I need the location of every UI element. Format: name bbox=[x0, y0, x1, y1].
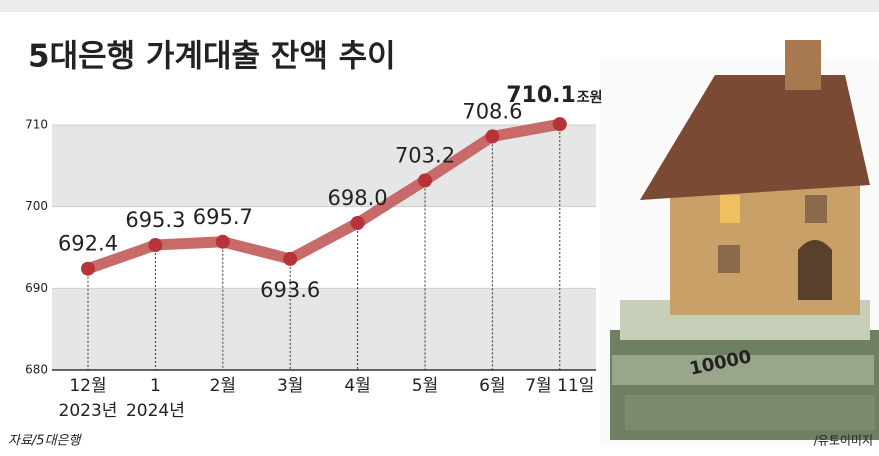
data-point bbox=[81, 262, 95, 276]
x-tick-label: 12월 bbox=[69, 376, 106, 396]
x-tick-label: 1 bbox=[150, 376, 161, 396]
value-label: 692.4 bbox=[58, 232, 118, 256]
data-point bbox=[485, 129, 499, 143]
data-point bbox=[216, 235, 230, 249]
chart-title: 5대은행 가계대출 잔액 추이 bbox=[28, 39, 396, 75]
value-label: 695.3 bbox=[125, 208, 185, 232]
value-label: 703.2 bbox=[395, 144, 455, 168]
x-tick-label: 5월 bbox=[412, 376, 438, 396]
grid-band bbox=[52, 288, 596, 370]
top-strip bbox=[0, 0, 879, 12]
house-photo: 10000 bbox=[600, 40, 879, 445]
data-point bbox=[148, 238, 162, 252]
x-tick-label: 4월 bbox=[344, 376, 370, 396]
value-label: 695.7 bbox=[193, 205, 253, 229]
y-tick-label: 680 bbox=[25, 363, 48, 377]
x-tick-label: 3월 bbox=[277, 376, 303, 396]
x-year-label: 2024년 bbox=[126, 401, 185, 421]
x-tick-label: 7월 11일 bbox=[525, 376, 594, 396]
value-label: 693.6 bbox=[260, 278, 320, 302]
data-point bbox=[283, 252, 297, 266]
y-tick-label: 700 bbox=[25, 199, 48, 213]
data-point bbox=[418, 174, 432, 188]
infographic: 10000 5대은행 가계대출 잔액 추이 자료/5대은행 /유토이미지 680… bbox=[0, 0, 879, 456]
unit-label: 조원 bbox=[577, 90, 603, 106]
data-point bbox=[553, 117, 567, 131]
source-note: 자료/5대은행 bbox=[8, 434, 82, 449]
data-point bbox=[351, 216, 365, 230]
value-label: 698.0 bbox=[328, 186, 388, 210]
value-label: 710.1 bbox=[506, 83, 576, 108]
y-tick-label: 710 bbox=[25, 118, 48, 132]
photo-credit: /유토이미지 bbox=[814, 434, 873, 448]
y-tick-label: 690 bbox=[25, 281, 48, 295]
x-year-label: 2023년 bbox=[59, 401, 118, 421]
x-tick-label: 2월 bbox=[210, 376, 236, 396]
x-tick-label: 6월 bbox=[479, 376, 505, 396]
